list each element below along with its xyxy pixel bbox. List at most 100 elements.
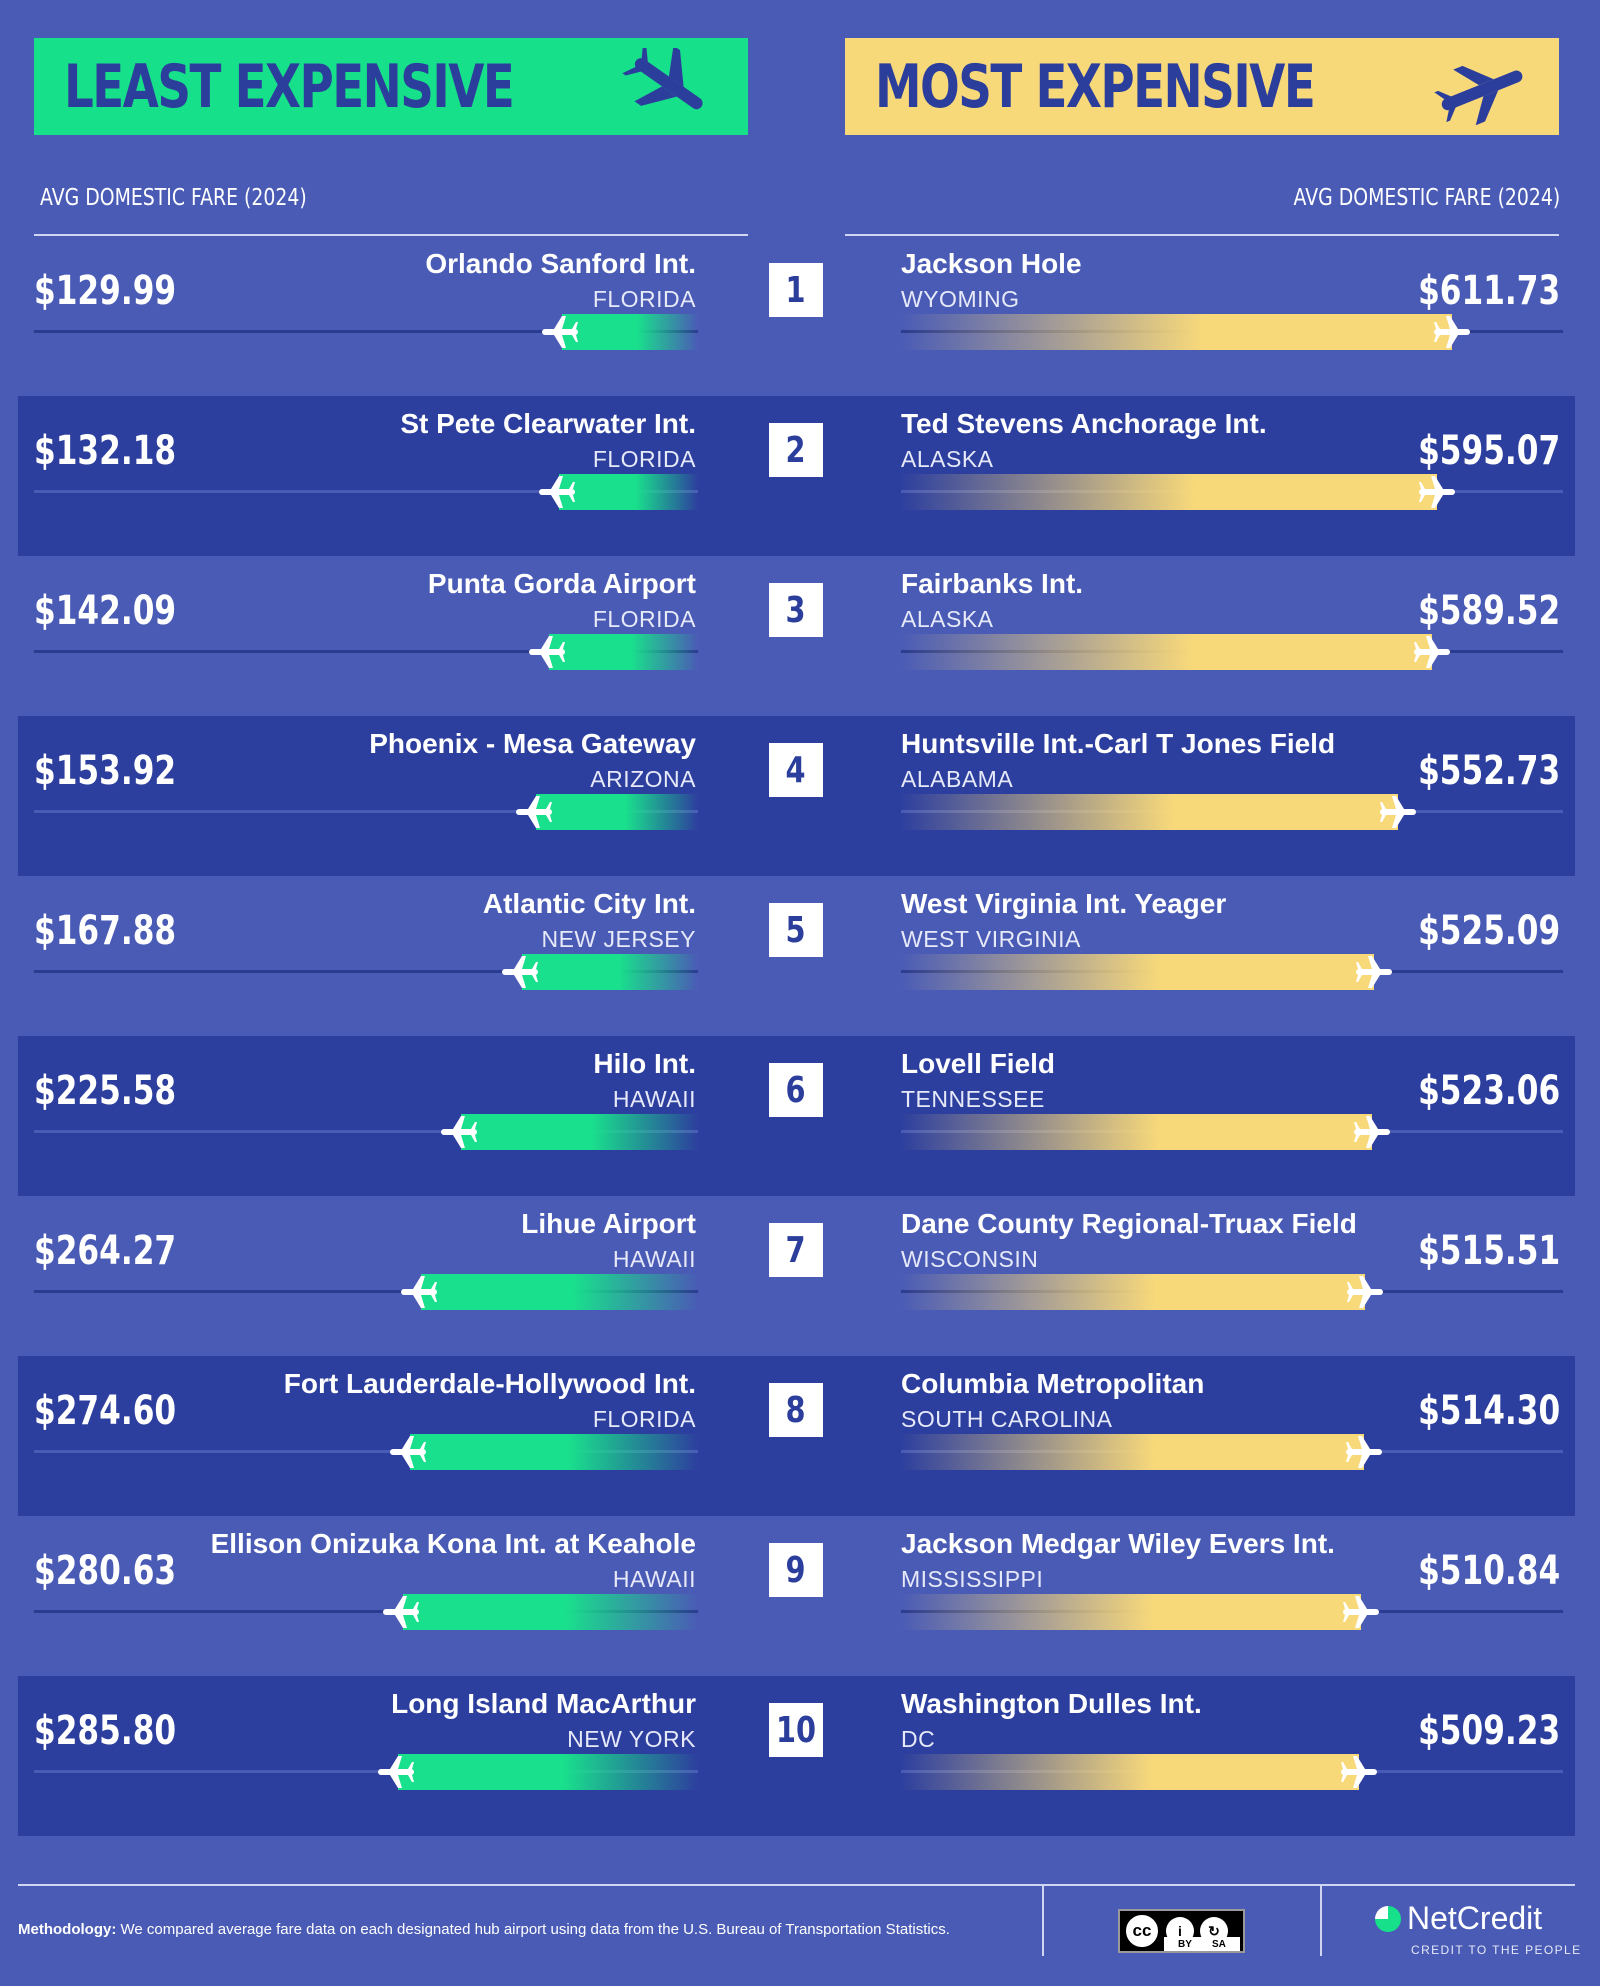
rank-number: 8 — [785, 1389, 807, 1431]
most-price-label: $523.06 — [1417, 1068, 1560, 1114]
rank-badge: 8 — [769, 1383, 823, 1437]
least-track — [34, 1770, 698, 1773]
rank-badge: 4 — [769, 743, 823, 797]
methodology-label: Methodology: — [18, 1921, 117, 1938]
ranking-row: $264.27 Lihue Airport HAWAII 7 Dane County R… — [0, 1196, 1600, 1356]
most-price-label: $515.51 — [1417, 1228, 1560, 1274]
column-header-least: AVG DOMESTIC FARE (2024) — [40, 185, 307, 211]
footer-separator — [1320, 1886, 1322, 1956]
plane-icon — [390, 1436, 426, 1468]
ranking-row: $129.99 Orlando Sanford Int. FLORIDA 1 Jacks… — [0, 236, 1600, 396]
least-track — [34, 1610, 698, 1613]
creative-commons-by-sa-icon: cc i ↻ BY SA — [1118, 1909, 1245, 1953]
most-fare-bar — [901, 474, 1437, 510]
least-airport-name: Atlantic City Int. — [482, 888, 696, 919]
least-price-label: $264.27 — [34, 1228, 177, 1274]
least-track — [34, 1130, 698, 1133]
plane-icon — [383, 1596, 419, 1628]
least-airport-state: FLORIDA — [592, 286, 696, 312]
least-fare-bar — [398, 1754, 698, 1790]
ranking-row: $132.18 St Pete Clearwater Int. FLORIDA 2 Te… — [0, 396, 1600, 556]
most-price-label: $510.84 — [1417, 1548, 1560, 1594]
least-fare-bar — [410, 1434, 698, 1470]
least-airport-state: FLORIDA — [592, 606, 696, 632]
least-airport-name: Long Island MacArthur — [391, 1688, 696, 1719]
least-airport-name: Punta Gorda Airport — [427, 568, 696, 599]
plane-icon — [1414, 636, 1450, 668]
most-airport-name: Jackson Medgar Wiley Evers Int. — [901, 1528, 1335, 1559]
most-airport-state: WYOMING — [901, 286, 1020, 312]
most-airport-name: Dane County Regional-Truax Field — [901, 1208, 1357, 1239]
most-airport-name: Lovell Field — [901, 1048, 1056, 1079]
brand-tagline: CREDIT TO THE PEOPLE — [1411, 1943, 1582, 1957]
most-price-label: $525.09 — [1417, 908, 1560, 954]
least-fare-bar — [421, 1274, 698, 1310]
most-fare-bar — [901, 954, 1374, 990]
ranking-row: $225.58 Hilo Int. HAWAII 6 Lovell Field TENNE… — [0, 1036, 1600, 1196]
most-fare-bar — [901, 794, 1398, 830]
least-price-label: $142.09 — [34, 588, 177, 634]
most-expensive-banner: MOST EXPENSIVE — [845, 38, 1559, 135]
least-price-label: $129.99 — [34, 268, 177, 314]
least-airport-name: Ellison Onizuka Kona Int. at Keahole — [210, 1528, 696, 1559]
rank-badge: 5 — [769, 903, 823, 957]
least-airport-name: Phoenix - Mesa Gateway — [369, 728, 696, 759]
least-airport-name: St Pete Clearwater Int. — [400, 408, 696, 439]
plane-icon — [1341, 1756, 1377, 1788]
most-airport-name: Fairbanks Int. — [901, 568, 1084, 599]
license-by-label: BY — [1178, 1939, 1192, 1950]
plane-icon — [1380, 796, 1416, 828]
most-price-label: $611.73 — [1417, 268, 1560, 314]
rank-number: 6 — [785, 1069, 807, 1111]
netcredit-logo: NetCredit — [1375, 1900, 1542, 1937]
most-airport-state: ALASKA — [901, 606, 994, 632]
plane-icon — [1354, 1116, 1390, 1148]
brand-name: NetCredit — [1407, 1900, 1543, 1936]
footer-divider — [18, 1884, 1575, 1886]
plane-icon — [1356, 956, 1392, 988]
rank-badge: 3 — [769, 583, 823, 637]
plane-icon — [516, 796, 552, 828]
netcredit-logo-icon — [1375, 1905, 1401, 1932]
least-expensive-title: LEAST EXPENSIVE — [64, 51, 515, 122]
least-fare-bar — [461, 1114, 698, 1150]
methodology-text: We compared average fare data on each de… — [116, 1921, 950, 1938]
most-airport-state: MISSISSIPPI — [901, 1566, 1044, 1592]
plane-icon — [539, 476, 575, 508]
plane-icon — [502, 956, 538, 988]
least-price-label: $274.60 — [34, 1388, 177, 1434]
plane-icon — [1346, 1436, 1382, 1468]
most-fare-bar — [901, 1274, 1365, 1310]
most-fare-bar — [901, 1754, 1359, 1790]
most-airport-name: Washington Dulles Int. — [901, 1688, 1202, 1719]
plane-icon — [529, 636, 565, 668]
most-fare-bar — [901, 1114, 1372, 1150]
license-sa-label: SA — [1212, 1939, 1226, 1950]
most-price-label: $509.23 — [1417, 1708, 1560, 1754]
least-fare-bar — [403, 1594, 698, 1630]
least-expensive-banner: LEAST EXPENSIVE — [34, 38, 748, 135]
most-fare-bar — [901, 1594, 1361, 1630]
rank-number: 5 — [785, 909, 807, 951]
least-fare-bar — [536, 794, 698, 830]
most-airport-state: SOUTH CAROLINA — [901, 1406, 1113, 1432]
least-airport-state: HAWAII — [612, 1246, 696, 1272]
ranking-row: $142.09 Punta Gorda Airport FLORIDA 3 Fairba… — [0, 556, 1600, 716]
column-header-most: AVG DOMESTIC FARE (2024) — [1293, 185, 1560, 211]
most-airport-state: DC — [901, 1726, 936, 1752]
least-price-label: $225.58 — [34, 1068, 177, 1114]
rank-badge: 1 — [769, 263, 823, 317]
most-airport-name: Columbia Metropolitan — [901, 1368, 1205, 1399]
least-price-label: $285.80 — [34, 1708, 177, 1754]
least-airport-state: ARIZONA — [590, 766, 696, 792]
least-price-label: $167.88 — [34, 908, 177, 954]
ranking-row: $285.80 Long Island MacArthur NEW YORK 10 Wa… — [0, 1676, 1600, 1836]
most-airport-state: ALABAMA — [901, 766, 1014, 792]
least-airport-state: HAWAII — [612, 1086, 696, 1112]
least-price-label: $153.92 — [34, 748, 177, 794]
least-airport-state: HAWAII — [612, 1566, 696, 1592]
most-price-label: $589.52 — [1417, 588, 1560, 634]
least-airport-name: Fort Lauderdale-Hollywood Int. — [283, 1368, 696, 1399]
header-divider-right — [845, 234, 1559, 236]
least-fare-bar — [562, 314, 698, 350]
